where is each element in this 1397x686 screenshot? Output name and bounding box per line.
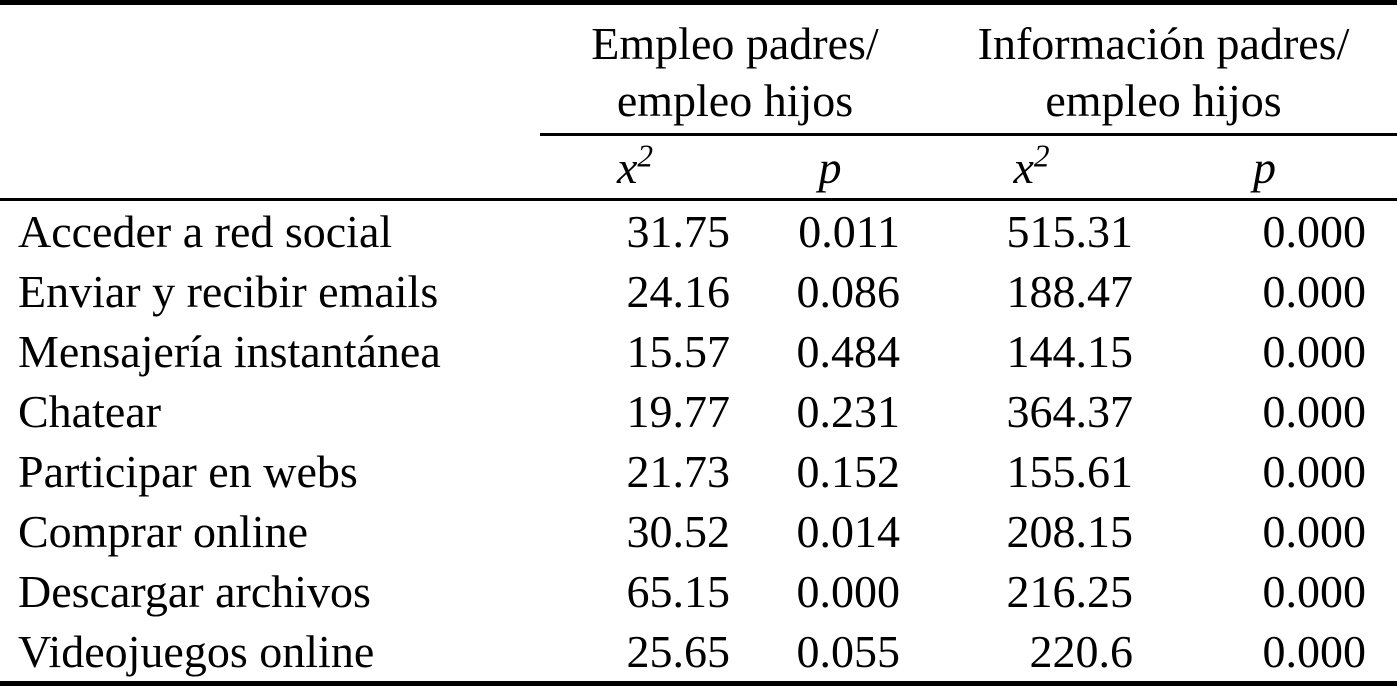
p-symbol: p — [818, 141, 842, 193]
group-header-empleo: Empleo padres/ empleo hijos — [540, 2, 931, 136]
group-header-informacion: Información padres/ empleo hijos — [930, 2, 1397, 136]
subheader-p1: p — [760, 134, 931, 201]
chi-exponent: 2 — [637, 138, 654, 174]
p1-value: 0.055 — [796, 625, 901, 677]
chi2-value: 155.61 — [1006, 445, 1134, 497]
group-header-row: Empleo padres/ empleo hijos Información … — [0, 2, 1397, 136]
empty-corner-cell — [0, 134, 540, 201]
row-label: Mensajería instantánea — [18, 325, 441, 377]
empty-corner-cell — [0, 3, 540, 135]
p1-value: 0.484 — [796, 325, 901, 377]
subheader-row: x2 p x2 p — [0, 134, 1397, 201]
chi2-value: 208.15 — [1006, 505, 1134, 557]
table-row: Descargar archivos 65.15 0.000 216.25 0.… — [0, 561, 1397, 621]
table-row: Acceder a red social 31.75 0.011 515.31 … — [0, 200, 1397, 262]
table-row: Mensajería instantánea 15.57 0.484 144.1… — [0, 321, 1397, 381]
p1-value: 0.014 — [796, 505, 901, 557]
table-row: Participar en webs 21.73 0.152 155.61 0.… — [0, 441, 1397, 501]
p1-value: 0.231 — [796, 385, 901, 437]
row-label: Comprar online — [18, 505, 308, 557]
table-row: Videojuegos online 25.65 0.055 220.6 0.0… — [0, 621, 1397, 684]
chi1-value: 19.77 — [626, 385, 731, 437]
p1-value: 0.086 — [796, 265, 901, 317]
subheader-chi2: x2 — [930, 134, 1164, 201]
chi-symbol: x — [616, 141, 638, 193]
chi1-value: 31.75 — [626, 205, 731, 257]
p1-value: 0.000 — [796, 565, 901, 617]
chi2-value: 364.37 — [1006, 385, 1134, 437]
subheader-p2: p — [1163, 134, 1397, 201]
p2-value: 0.000 — [1262, 385, 1367, 437]
table-row: Enviar y recibir emails 24.16 0.086 188.… — [0, 261, 1397, 321]
chi2-value: 216.25 — [1006, 565, 1134, 617]
p-symbol: p — [1253, 141, 1277, 193]
p2-value: 0.000 — [1262, 445, 1367, 497]
chi1-value: 21.73 — [626, 445, 731, 497]
p1-value: 0.011 — [798, 205, 901, 257]
p1-value: 0.152 — [796, 445, 901, 497]
row-label: Acceder a red social — [18, 205, 393, 257]
chi-symbol: x — [1013, 141, 1034, 193]
subheader-chi1: x2 — [540, 134, 760, 201]
chi1-value: 15.57 — [626, 325, 731, 377]
chi2-value: 220.6 — [1029, 625, 1134, 677]
p2-value: 0.000 — [1262, 205, 1367, 257]
chi1-value: 30.52 — [626, 505, 731, 557]
chi-exponent: 2 — [1033, 138, 1050, 174]
chi2-value: 188.47 — [1006, 265, 1134, 317]
p2-value: 0.000 — [1262, 265, 1367, 317]
chi2-value: 515.31 — [1006, 205, 1134, 257]
row-label: Descargar archivos — [18, 565, 371, 617]
chi1-value: 25.65 — [626, 625, 731, 677]
p2-value: 0.000 — [1262, 325, 1367, 377]
table-row: Comprar online 30.52 0.014 208.15 0.000 — [0, 501, 1397, 561]
table-row: Chatear 19.77 0.231 364.37 0.000 — [0, 381, 1397, 441]
p2-value: 0.000 — [1262, 565, 1367, 617]
chi1-value: 65.15 — [626, 565, 731, 617]
chi2-value: 144.15 — [1006, 325, 1134, 377]
p2-value: 0.000 — [1262, 505, 1367, 557]
row-label: Chatear — [18, 385, 162, 437]
p2-value: 0.000 — [1262, 625, 1367, 677]
row-label: Videojuegos online — [18, 625, 375, 677]
row-label: Enviar y recibir emails — [18, 265, 439, 317]
row-label: Participar en webs — [18, 445, 358, 497]
chi1-value: 24.16 — [626, 265, 731, 317]
